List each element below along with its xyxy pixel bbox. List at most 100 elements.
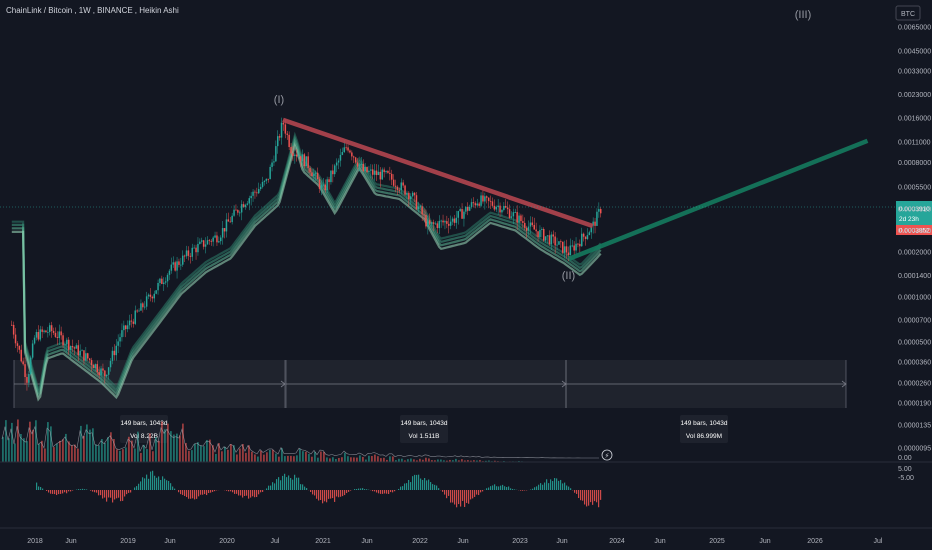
osc-bar — [310, 490, 312, 492]
volume-bar — [251, 451, 253, 462]
candle-body — [455, 217, 458, 223]
exchange: BINANCE — [97, 6, 133, 15]
osc-bar — [232, 490, 234, 493]
lightning-icon[interactable]: ⚡ — [605, 452, 610, 460]
osc-bar — [228, 490, 230, 492]
candle-body — [246, 203, 249, 205]
oscillator-histogram — [36, 470, 602, 508]
candle-body — [516, 212, 518, 223]
volume-bar — [98, 445, 100, 462]
x-tick-label: Jul — [271, 538, 280, 545]
candle-body — [123, 325, 125, 331]
osc-bar — [206, 490, 208, 496]
candle-body — [567, 252, 570, 256]
candle-body — [351, 152, 353, 157]
volume-bar — [26, 441, 28, 462]
candle-body — [225, 219, 228, 232]
chart-header: ChainLink / Bitcoin, 1W, BINANCE, Heikin… — [6, 6, 179, 15]
candle-body — [529, 222, 532, 227]
candle-body — [592, 221, 594, 226]
candle-body — [335, 162, 338, 166]
osc-bar — [280, 480, 282, 490]
candle-body — [506, 207, 509, 210]
volume-bar — [104, 442, 106, 462]
candle-body — [440, 220, 442, 222]
candle-body — [214, 235, 216, 238]
osc-bar — [554, 478, 556, 490]
volume-bar — [476, 460, 478, 462]
candle-body — [449, 221, 452, 226]
y-tick-label: 0.0000360 — [898, 360, 931, 367]
volume-bar — [116, 449, 118, 462]
candle-body — [404, 185, 406, 195]
osc-bar — [454, 490, 456, 505]
volume-bar — [230, 444, 232, 462]
osc-bar — [562, 483, 564, 490]
osc-bar — [48, 490, 50, 493]
osc-bar — [260, 490, 262, 493]
osc-bar — [196, 490, 198, 499]
volume-bar — [137, 431, 139, 462]
osc-bar — [252, 490, 254, 497]
candle-body — [385, 170, 387, 173]
chart-style[interactable]: Heikin Ashi — [139, 6, 179, 15]
osc-bar — [242, 490, 244, 498]
osc-bar — [140, 481, 142, 490]
candle-body — [334, 165, 336, 175]
osc-bar — [360, 488, 362, 490]
lightning-icon-ring[interactable] — [601, 449, 613, 461]
candle-body — [330, 170, 332, 183]
osc-bar — [98, 490, 100, 496]
interval[interactable]: 1W — [78, 6, 91, 15]
candle-body — [170, 264, 173, 271]
symbol-name[interactable]: ChainLink / Bitcoin — [6, 6, 73, 15]
volume-bar — [50, 426, 52, 462]
candle-body — [267, 178, 269, 180]
candle-body — [189, 255, 192, 257]
candle-body — [596, 211, 598, 226]
candle-body — [223, 228, 226, 232]
volume-bar — [95, 444, 97, 462]
y-tick-label: 0.0000700 — [898, 318, 931, 325]
osc-bar — [588, 490, 590, 506]
osc-bar — [358, 488, 360, 490]
volume-bar — [290, 455, 292, 462]
candle-body — [258, 189, 260, 194]
volume-bar — [377, 456, 379, 462]
volume-bar — [425, 457, 427, 462]
date-range-boxes: 149 bars, 1043d Vol 8.22B 149 bars, 1043d V… — [13, 360, 847, 443]
volume-bar — [323, 451, 325, 462]
candle-body — [109, 360, 112, 368]
candle-body — [45, 330, 47, 333]
candle-body — [90, 360, 93, 366]
candle-body — [275, 146, 277, 162]
candle-body — [81, 350, 83, 352]
candle-body — [47, 332, 49, 333]
candle-body — [470, 202, 473, 207]
osc-bar — [70, 490, 72, 492]
osc-tick-label: 5.00 — [898, 466, 912, 473]
x-tick-label: 2025 — [709, 538, 725, 545]
candle-body — [417, 206, 420, 210]
candle-body — [427, 220, 429, 227]
currency-badge-box[interactable] — [895, 5, 921, 21]
candle-body — [372, 169, 374, 175]
candle-body — [132, 321, 135, 324]
volume-bar — [350, 457, 352, 462]
osc-bar — [344, 490, 346, 496]
osc-bar — [478, 490, 480, 496]
osc-bar — [442, 490, 444, 492]
candle-body — [518, 215, 520, 223]
y-tick-label: 0.0016000 — [898, 115, 931, 122]
osc-bar — [288, 475, 290, 490]
x-tick-label: 2021 — [315, 538, 331, 545]
volume-bar — [110, 432, 112, 462]
osc-bar — [182, 490, 184, 495]
osc-bar — [574, 490, 576, 493]
volume-bar — [341, 457, 343, 462]
candle-body — [556, 244, 558, 246]
volume-bar — [389, 456, 391, 462]
osc-bar — [338, 490, 340, 498]
candle-body — [22, 361, 24, 365]
